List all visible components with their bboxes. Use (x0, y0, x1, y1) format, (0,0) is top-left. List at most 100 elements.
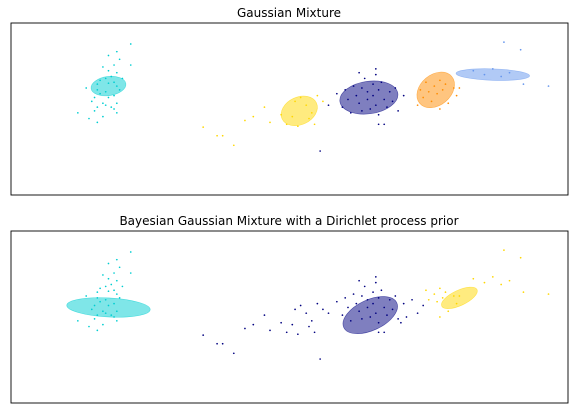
data-point (110, 283, 113, 286)
data-point (285, 331, 288, 334)
data-point (115, 279, 118, 282)
data-point (430, 100, 433, 103)
data-point (232, 144, 235, 147)
data-point (232, 352, 235, 355)
data-point (313, 123, 316, 126)
data-point (90, 308, 93, 311)
data-point (107, 290, 110, 293)
data-point (118, 58, 121, 61)
data-point (102, 274, 104, 276)
data-point (96, 297, 99, 299)
data-point (352, 293, 355, 295)
data-point (129, 251, 132, 253)
data-point (447, 310, 450, 313)
data-point (372, 291, 374, 294)
data-point (113, 316, 115, 318)
data-point (344, 89, 347, 91)
data-point (310, 319, 313, 322)
data-point (244, 119, 246, 122)
data-point (129, 43, 132, 45)
data-point (96, 329, 99, 332)
data-point (319, 150, 321, 152)
data-point (388, 90, 391, 93)
data-point (316, 302, 319, 305)
data-point (104, 90, 107, 93)
data-point (96, 83, 99, 86)
data-point (118, 266, 121, 269)
data-point (322, 100, 324, 103)
data-point (335, 92, 338, 95)
gaussian-mixture-points (76, 41, 550, 152)
data-point (358, 279, 360, 282)
data-point (436, 300, 438, 303)
data-point (441, 297, 444, 299)
data-point (369, 108, 372, 110)
data-point (107, 304, 110, 307)
covariance-ellipse-2 (342, 296, 398, 334)
data-point (366, 298, 369, 301)
data-point (263, 314, 266, 316)
data-point (308, 117, 310, 120)
data-point (372, 94, 374, 97)
data-point (280, 113, 282, 116)
data-point (341, 106, 344, 108)
data-point (115, 111, 118, 114)
data-point (118, 297, 121, 299)
data-point (383, 306, 386, 309)
data-point (355, 302, 358, 305)
data-point (444, 291, 447, 294)
data-point (347, 306, 349, 309)
data-point (291, 115, 294, 118)
data-point (439, 108, 441, 110)
data-point (547, 293, 550, 295)
data-point (327, 312, 330, 315)
data-point (377, 89, 380, 91)
data-point (96, 106, 99, 108)
data-point (458, 295, 461, 297)
data-point (280, 321, 282, 324)
data-point (416, 104, 419, 107)
data-point (355, 94, 358, 97)
data-point (299, 304, 302, 307)
gaussian-mixture-ellipses (90, 68, 530, 127)
data-point (391, 308, 394, 311)
data-point (422, 304, 425, 307)
bayesian-mixture-axes-frame (10, 230, 569, 404)
data-point (96, 314, 99, 316)
data-point (96, 121, 99, 124)
data-point (347, 98, 349, 101)
data-point (113, 108, 115, 110)
data-point (394, 87, 397, 89)
data-point (358, 310, 360, 313)
data-point (400, 321, 402, 324)
data-point (458, 87, 461, 89)
data-point (377, 331, 380, 334)
data-point (299, 96, 302, 99)
data-point (374, 73, 377, 76)
data-point (294, 100, 296, 103)
data-point (93, 110, 96, 112)
data-point (444, 83, 447, 86)
data-point (503, 249, 505, 251)
data-point (93, 318, 96, 320)
data-point (85, 295, 88, 297)
data-point (383, 331, 386, 334)
data-point (115, 310, 118, 313)
data-point (305, 104, 308, 107)
covariance-ellipse-3 (441, 286, 478, 309)
data-point (115, 85, 118, 87)
data-point (308, 325, 310, 328)
data-point (386, 314, 388, 316)
data-point (305, 312, 308, 315)
data-point (115, 319, 118, 322)
bayesian-mixture-points (76, 249, 550, 360)
data-point (483, 281, 486, 284)
data-point (316, 94, 319, 97)
data-point (269, 121, 271, 124)
data-point (322, 308, 324, 311)
data-point (104, 312, 107, 315)
data-point (372, 302, 374, 305)
gaussian-mixture-axes-frame (10, 22, 569, 196)
data-point (85, 87, 88, 89)
